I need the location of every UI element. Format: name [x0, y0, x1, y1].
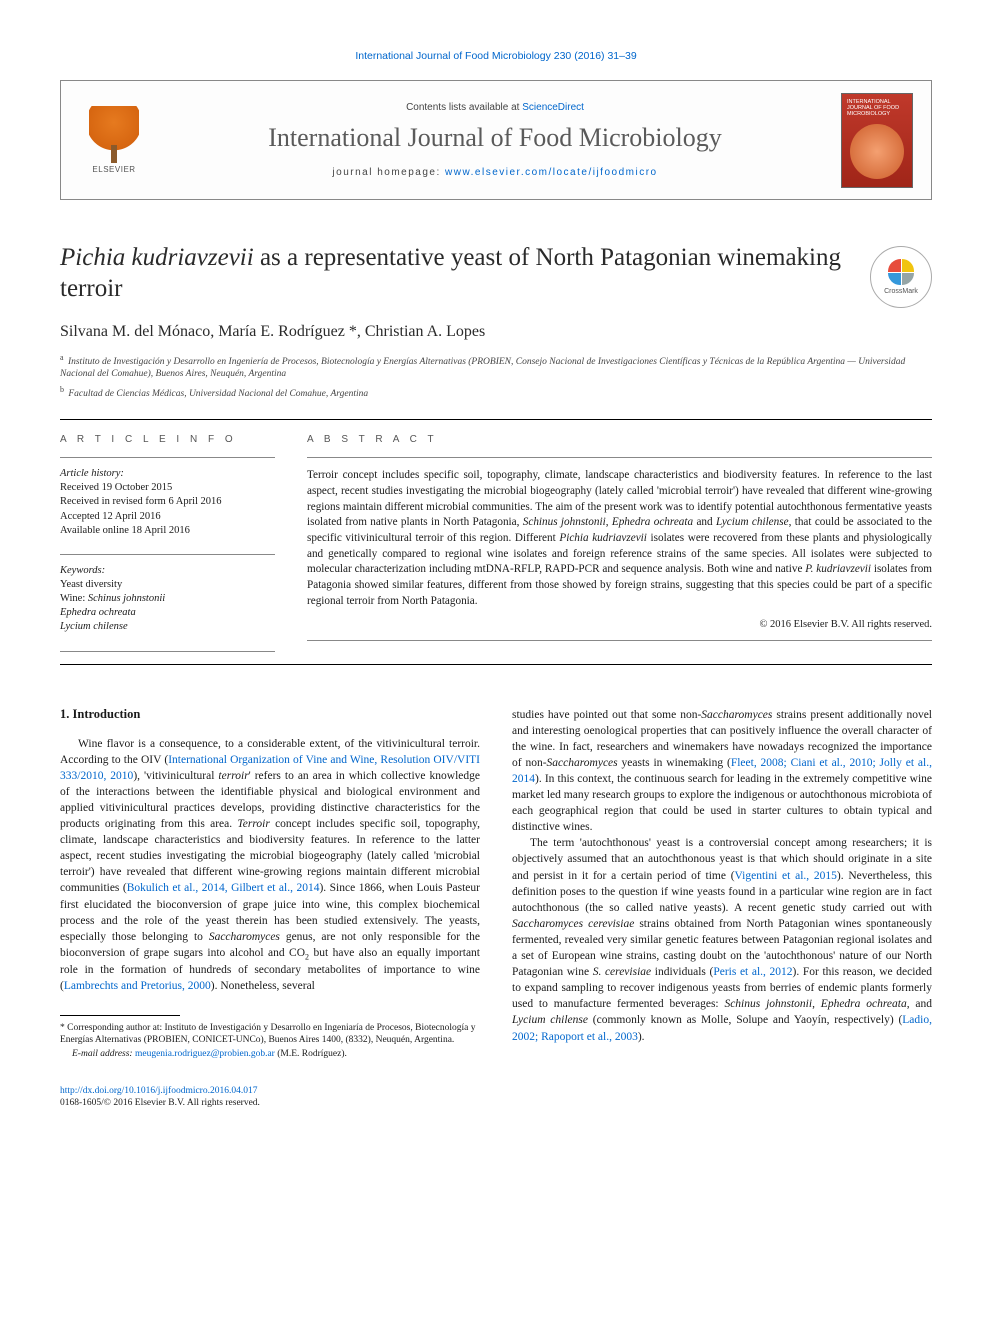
p-seg: individuals ( — [651, 966, 713, 978]
p-seg: ). Nonetheless, several — [211, 980, 315, 992]
history-accepted: Accepted 12 April 2016 — [60, 510, 275, 524]
footnote-rule — [60, 1015, 180, 1016]
affiliation-b-text: Facultad de Ciencias Médicas, Universida… — [68, 389, 368, 399]
sciencedirect-link[interactable]: ScienceDirect — [522, 102, 584, 113]
crossmark-icon — [888, 259, 914, 285]
p-seg: yeasts in winemaking ( — [618, 757, 731, 769]
info-rule — [60, 651, 275, 652]
full-width-rule — [60, 664, 932, 665]
citation-link[interactable]: Vigentini et al., 2015 — [735, 870, 837, 882]
p-ital: Saccharomyces — [209, 931, 280, 943]
p-ital: S. cerevisiae — [593, 966, 651, 978]
history-revised: Received in revised form 6 April 2016 — [60, 495, 275, 509]
p-ital: Saccharomyces — [547, 757, 618, 769]
citation-link[interactable]: Bokulich et al., 2014, Gilbert et al., 2… — [127, 882, 320, 894]
email-label: E-mail address: — [72, 1049, 133, 1059]
p-seg: , — [812, 998, 821, 1010]
abstract-copyright: © 2016 Elsevier B.V. All rights reserved… — [307, 619, 932, 630]
p-seg: (commonly known as Molle, Solupe and Yao… — [588, 1014, 902, 1026]
keywords-label: Keywords: — [60, 565, 275, 576]
contents-available-line: Contents lists available at ScienceDirec… — [149, 102, 841, 113]
p-seg: ). — [638, 1031, 645, 1043]
p-seg: , and — [907, 998, 932, 1010]
p-ital: Schinus johnstonii — [724, 998, 812, 1010]
keyword-3: Ephedra ochreata — [60, 606, 275, 620]
crossmark-label: CrossMark — [884, 288, 918, 295]
corresponding-author-footnote: * Corresponding author at: Instituto de … — [60, 1022, 480, 1047]
page-footer: http://dx.doi.org/10.1016/j.ijfoodmicro.… — [60, 1085, 932, 1111]
abs-seg: and — [693, 516, 716, 528]
left-column: 1. Introduction Wine flavor is a consequ… — [60, 707, 480, 1061]
elsevier-tree-icon — [89, 106, 139, 161]
history-label: Article history: — [60, 468, 275, 479]
right-column: studies have pointed out that some non-S… — [512, 707, 932, 1061]
journal-name: International Journal of Food Microbiolo… — [149, 123, 841, 153]
p-ital: Ephedra ochreata — [821, 998, 907, 1010]
journal-homepage-line: journal homepage: www.elsevier.com/locat… — [149, 167, 841, 178]
cover-image-icon — [850, 124, 904, 179]
p-ital: Saccharomyces — [701, 709, 772, 721]
info-rule — [60, 457, 275, 458]
keyword-4: Lycium chilense — [60, 620, 275, 634]
intro-paragraph-3: The term 'autochthonous' yeast is a cont… — [512, 835, 932, 1044]
keyword-1: Yeast diversity — [60, 578, 275, 592]
email-footnote: E-mail address: meugenia.rodriguez@probi… — [60, 1048, 480, 1060]
keyword-4-ital: Lycium chilense — [60, 621, 128, 632]
issn-copyright: 0168-1605/© 2016 Elsevier B.V. All right… — [60, 1097, 932, 1110]
article-info-heading: A R T I C L E I N F O — [60, 434, 275, 445]
cover-title: INTERNATIONAL JOURNAL OF FOOD MICROBIOLO… — [847, 99, 907, 117]
abstract-rule-top — [307, 457, 932, 458]
p-ital: Saccharomyces cerevisiae — [512, 918, 634, 930]
footnote-text: * Corresponding author at: Instituto de … — [60, 1023, 476, 1045]
homepage-prefix: journal homepage: — [332, 167, 445, 178]
affiliation-b: b Facultad de Ciencias Médicas, Universi… — [60, 385, 932, 401]
abs-ital: Ephedra ochreata — [612, 516, 693, 528]
keywords-block: Keywords: Yeast diversity Wine: Schinus … — [60, 565, 275, 635]
title-italic-part: Pichia kudriavzevii — [60, 244, 254, 271]
homepage-link[interactable]: www.elsevier.com/locate/ijfoodmicro — [445, 167, 658, 178]
abs-ital: Schinus johnstonii — [523, 516, 606, 528]
p-ital: Terroir — [237, 818, 269, 830]
abstract-heading: A B S T R A C T — [307, 434, 932, 445]
elsevier-logo: ELSEVIER — [79, 100, 149, 180]
affiliation-a: a Instituto de Investigación y Desarroll… — [60, 353, 932, 382]
authors-line: Silvana M. del Mónaco, María E. Rodrígue… — [60, 323, 932, 341]
email-link[interactable]: meugenia.rodriguez@probien.gob.ar — [135, 1049, 275, 1059]
doi-link[interactable]: http://dx.doi.org/10.1016/j.ijfoodmicro.… — [60, 1086, 257, 1096]
p-ital: terroir — [218, 770, 248, 782]
history-received: Received 19 October 2015 — [60, 481, 275, 495]
keyword-2-prefix: Wine: — [60, 593, 88, 604]
affiliation-a-text: Instituto de Investigación y Desarrollo … — [60, 357, 905, 380]
crossmark-badge[interactable]: CrossMark — [870, 246, 932, 308]
p-seg: ). In this context, the continuous searc… — [512, 773, 932, 833]
keyword-2: Wine: Schinus johnstonii — [60, 592, 275, 606]
contents-prefix: Contents lists available at — [406, 102, 522, 113]
keyword-2-ital: Schinus johnstonii — [88, 593, 165, 604]
elsevier-label: ELSEVIER — [92, 165, 135, 174]
abstract-rule-bottom — [307, 640, 932, 641]
citation-link[interactable]: Lambrechts and Pretorius, 2000 — [64, 980, 211, 992]
p-seg: studies have pointed out that some non- — [512, 709, 701, 721]
intro-paragraph-2: studies have pointed out that some non-S… — [512, 707, 932, 836]
history-online: Available online 18 April 2016 — [60, 524, 275, 538]
journal-header: ELSEVIER Contents lists available at Sci… — [60, 80, 932, 200]
keyword-3-ital: Ephedra ochreata — [60, 607, 136, 618]
email-attribution: (M.E. Rodríguez). — [275, 1049, 347, 1059]
abs-ital: P. kudriavzevii — [805, 563, 871, 575]
abs-ital: Pichia kudriavzevii — [559, 532, 647, 544]
citation-link[interactable]: Peris et al., 2012 — [713, 966, 792, 978]
running-header: International Journal of Food Microbiolo… — [60, 50, 932, 62]
article-history-block: Article history: Received 19 October 201… — [60, 468, 275, 538]
introduction-heading: 1. Introduction — [60, 707, 480, 722]
p-seg: ), 'vitivinicultural — [133, 770, 218, 782]
intro-paragraph-1: Wine flavor is a consequence, to a consi… — [60, 736, 480, 995]
abstract-paragraph: Terroir concept includes specific soil, … — [307, 468, 932, 609]
abs-ital: Lycium chilense — [716, 516, 789, 528]
p-ital: Lycium chilense — [512, 1014, 588, 1026]
article-title: Pichia kudriavzevii as a representative … — [60, 242, 850, 305]
info-rule — [60, 554, 275, 555]
journal-cover-thumbnail: INTERNATIONAL JOURNAL OF FOOD MICROBIOLO… — [841, 93, 913, 188]
